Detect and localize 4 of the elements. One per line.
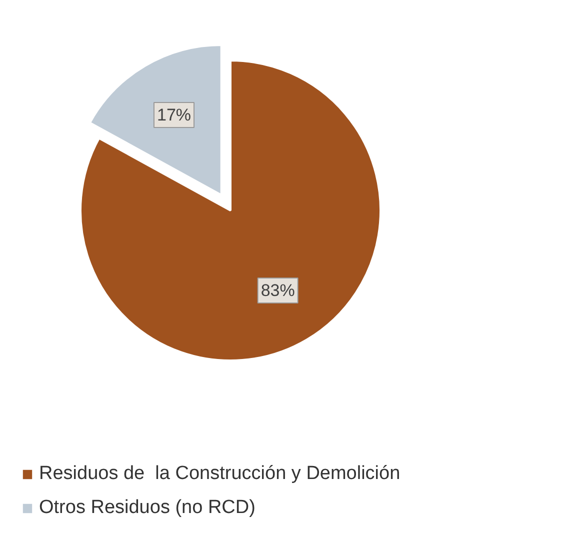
data-label: 83% xyxy=(260,281,295,300)
legend-label: Residuos de la Construcción y Demolición xyxy=(39,463,400,485)
legend-label: Otros Residuos (no RCD) xyxy=(39,497,256,519)
data-label: 17% xyxy=(156,105,192,124)
